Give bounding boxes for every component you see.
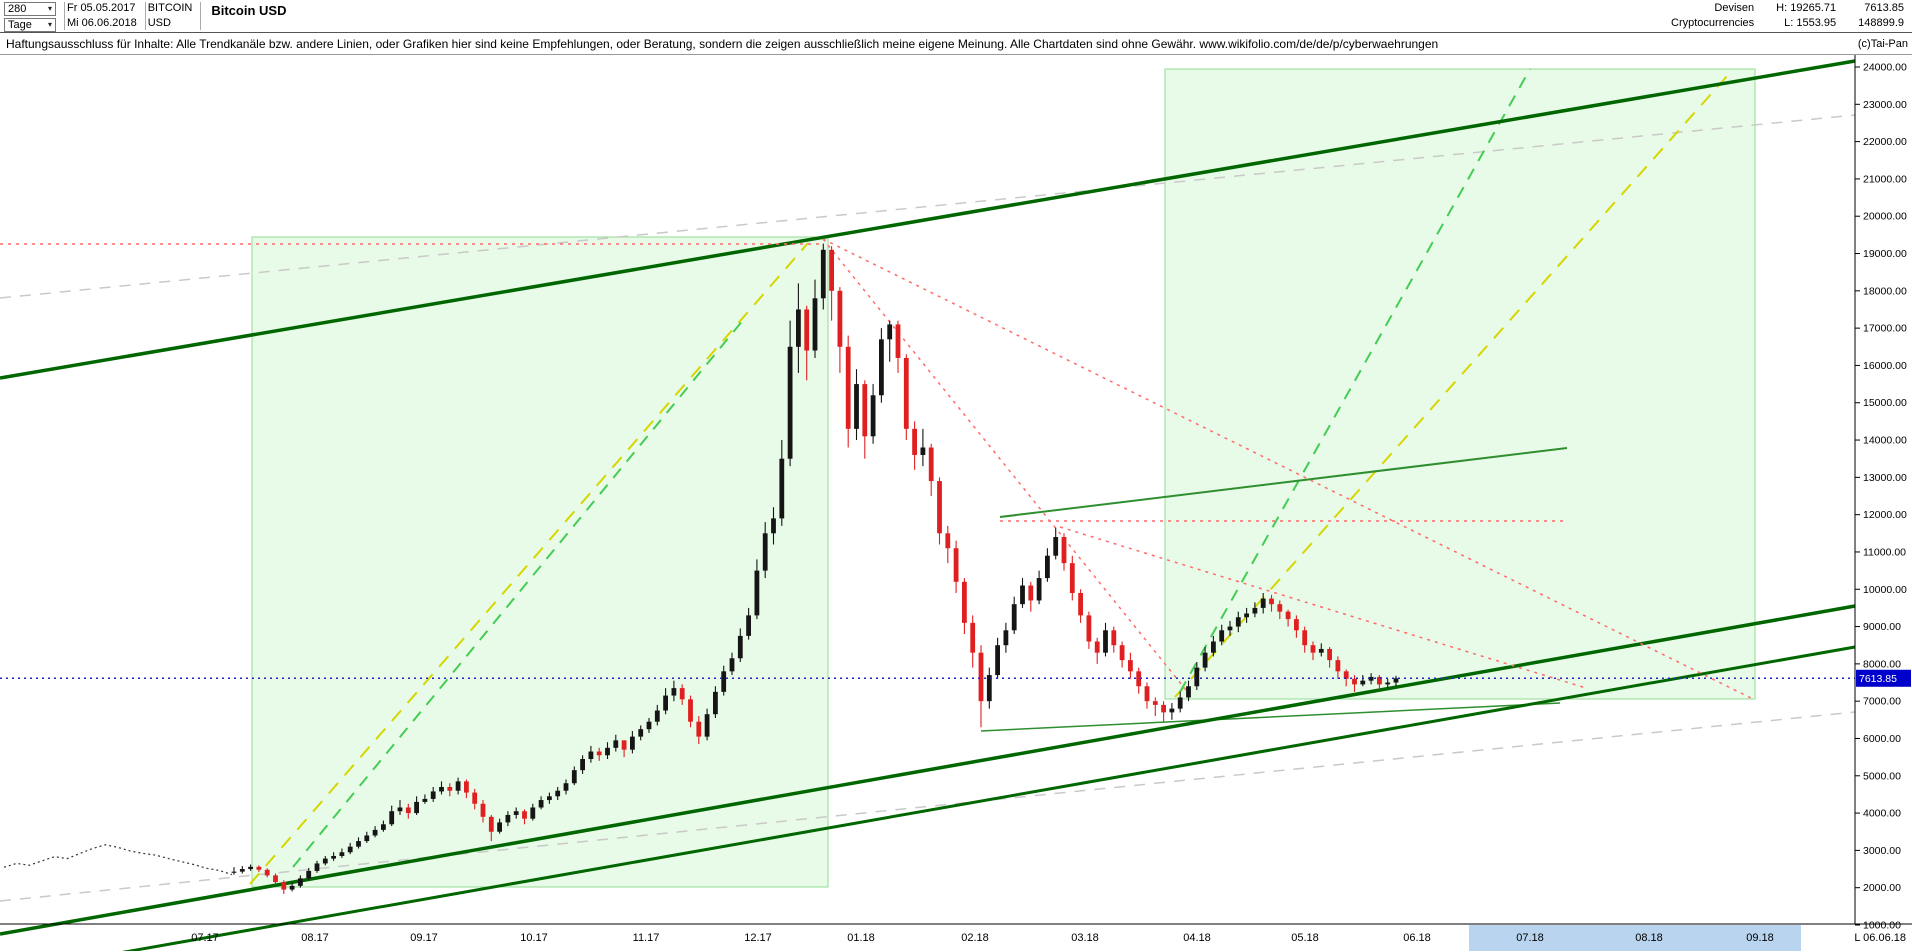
svg-text:01.18: 01.18: [847, 932, 875, 944]
svg-text:09.17: 09.17: [410, 932, 438, 944]
bars-count-dropdown[interactable]: 280 ▾: [4, 2, 56, 16]
symbol-name: BITCOIN: [147, 2, 193, 14]
market-category: Devisen: [1714, 2, 1755, 14]
svg-text:11.17: 11.17: [633, 932, 660, 944]
svg-text:5000.00: 5000.00: [1863, 770, 1901, 782]
svg-text:13000.00: 13000.00: [1863, 472, 1907, 484]
volume-value: 148899.9: [1858, 17, 1904, 29]
symbol-currency: USD: [147, 17, 171, 29]
svg-text:08.18: 08.18: [1635, 932, 1663, 944]
svg-text:08.17: 08.17: [301, 932, 329, 944]
svg-text:18000.00: 18000.00: [1863, 285, 1907, 297]
bars-count-value: 280: [8, 3, 27, 15]
svg-text:02.18: 02.18: [961, 932, 989, 944]
svg-text:19000.00: 19000.00: [1863, 248, 1907, 260]
svg-text:06.18: 06.18: [1403, 932, 1431, 944]
candlestick-chart[interactable]: 24000.00 23000.00 22000.00 21000.00 20000.00…: [0, 55, 1912, 951]
svg-text:23000.00: 23000.00: [1863, 99, 1907, 111]
header-right: Devisen Cryptocurrencies H: 19265.71 L: …: [1671, 2, 1908, 30]
pre-history-line: [3, 844, 233, 876]
chart-title: Bitcoin USD: [211, 3, 287, 18]
candles-group: [231, 243, 1399, 895]
svg-text:2000.00: 2000.00: [1863, 882, 1901, 894]
last-price-block: 7613.85 148899.9: [1858, 2, 1904, 30]
svg-text:9000.00: 9000.00: [1863, 621, 1901, 633]
chevron-down-icon: ▾: [47, 20, 52, 29]
last-price: 7613.85: [1864, 2, 1904, 14]
start-date: Fr 05.05.2017: [67, 2, 136, 14]
trend-regions: [251, 68, 1756, 888]
last-date-label: L 06.06.18: [1854, 932, 1906, 944]
svg-text:07.18: 07.18: [1516, 932, 1544, 944]
svg-text:17000.00: 17000.00: [1863, 323, 1907, 335]
header-left: 280 ▾ Tage ▾ Fr 05.05.2017 Mi 06.06.2018…: [2, 2, 296, 32]
end-date: Mi 06.06.2018: [67, 17, 137, 29]
svg-text:22000.00: 22000.00: [1863, 136, 1907, 148]
timeframe-value: Tage: [8, 19, 32, 31]
svg-text:05.18: 05.18: [1291, 932, 1319, 944]
date-range: Fr 05.05.2017 Mi 06.06.2018: [65, 2, 146, 30]
svg-text:07.17: 07.17: [191, 932, 219, 944]
price-axis: 24000.00 23000.00 22000.00 21000.00 20000.00…: [1855, 62, 1907, 932]
axes-frame: [0, 55, 1912, 925]
svg-text:7613.85: 7613.85: [1859, 673, 1897, 685]
svg-text:14000.00: 14000.00: [1863, 435, 1907, 447]
svg-text:21000.00: 21000.00: [1863, 173, 1907, 185]
svg-text:24000.00: 24000.00: [1863, 62, 1907, 74]
time-axis: 07.17 08.17 09.17 10.17 11.17 12.17 01.18 02.18…: [191, 932, 1906, 944]
svg-text:16000.00: 16000.00: [1863, 360, 1907, 372]
low-value: L: 1553.95: [1784, 17, 1837, 29]
svg-text:11000.00: 11000.00: [1863, 546, 1906, 558]
svg-text:10000.00: 10000.00: [1863, 584, 1907, 596]
category-block: Devisen Cryptocurrencies: [1671, 2, 1754, 30]
timeframe-dropdown[interactable]: Tage ▾: [4, 18, 56, 32]
shaded-region: [251, 236, 829, 888]
disclaimer-bar: Haftungsausschluss für Inhalte: Alle Tre…: [0, 33, 1912, 55]
chevron-down-icon: ▾: [47, 4, 52, 13]
svg-text:8000.00: 8000.00: [1863, 658, 1901, 670]
svg-text:12000.00: 12000.00: [1863, 509, 1907, 521]
svg-text:12.17: 12.17: [744, 932, 772, 944]
current-price-tag: 7613.85: [1856, 669, 1911, 687]
header: 280 ▾ Tage ▾ Fr 05.05.2017 Mi 06.06.2018…: [0, 0, 1912, 33]
chart-area: 24000.00 23000.00 22000.00 21000.00 20000.00…: [0, 55, 1912, 951]
svg-text:3000.00: 3000.00: [1863, 845, 1901, 857]
instrument-class: Cryptocurrencies: [1671, 17, 1755, 29]
svg-text:1000.00: 1000.00: [1863, 920, 1901, 932]
symbol-block: BITCOIN USD: [146, 2, 202, 30]
period-controls: 280 ▾ Tage ▾: [2, 2, 65, 32]
copyright: (c)Tai-Pan: [1857, 37, 1908, 50]
high-value: H: 19265.71: [1776, 2, 1837, 14]
svg-text:6000.00: 6000.00: [1863, 733, 1901, 745]
svg-text:7000.00: 7000.00: [1863, 696, 1901, 708]
svg-text:20000.00: 20000.00: [1863, 211, 1907, 223]
svg-text:15000.00: 15000.00: [1863, 397, 1907, 409]
svg-text:09.18: 09.18: [1746, 932, 1774, 944]
svg-text:10.17: 10.17: [520, 932, 548, 944]
high-low-block: H: 19265.71 L: 1553.95: [1776, 2, 1836, 30]
disclaimer-text: Haftungsausschluss für Inhalte: Alle Tre…: [6, 36, 1439, 51]
svg-text:4000.00: 4000.00: [1863, 808, 1901, 820]
svg-text:03.18: 03.18: [1071, 932, 1099, 944]
svg-text:04.18: 04.18: [1183, 932, 1211, 944]
future-months-band: [1469, 925, 1801, 951]
